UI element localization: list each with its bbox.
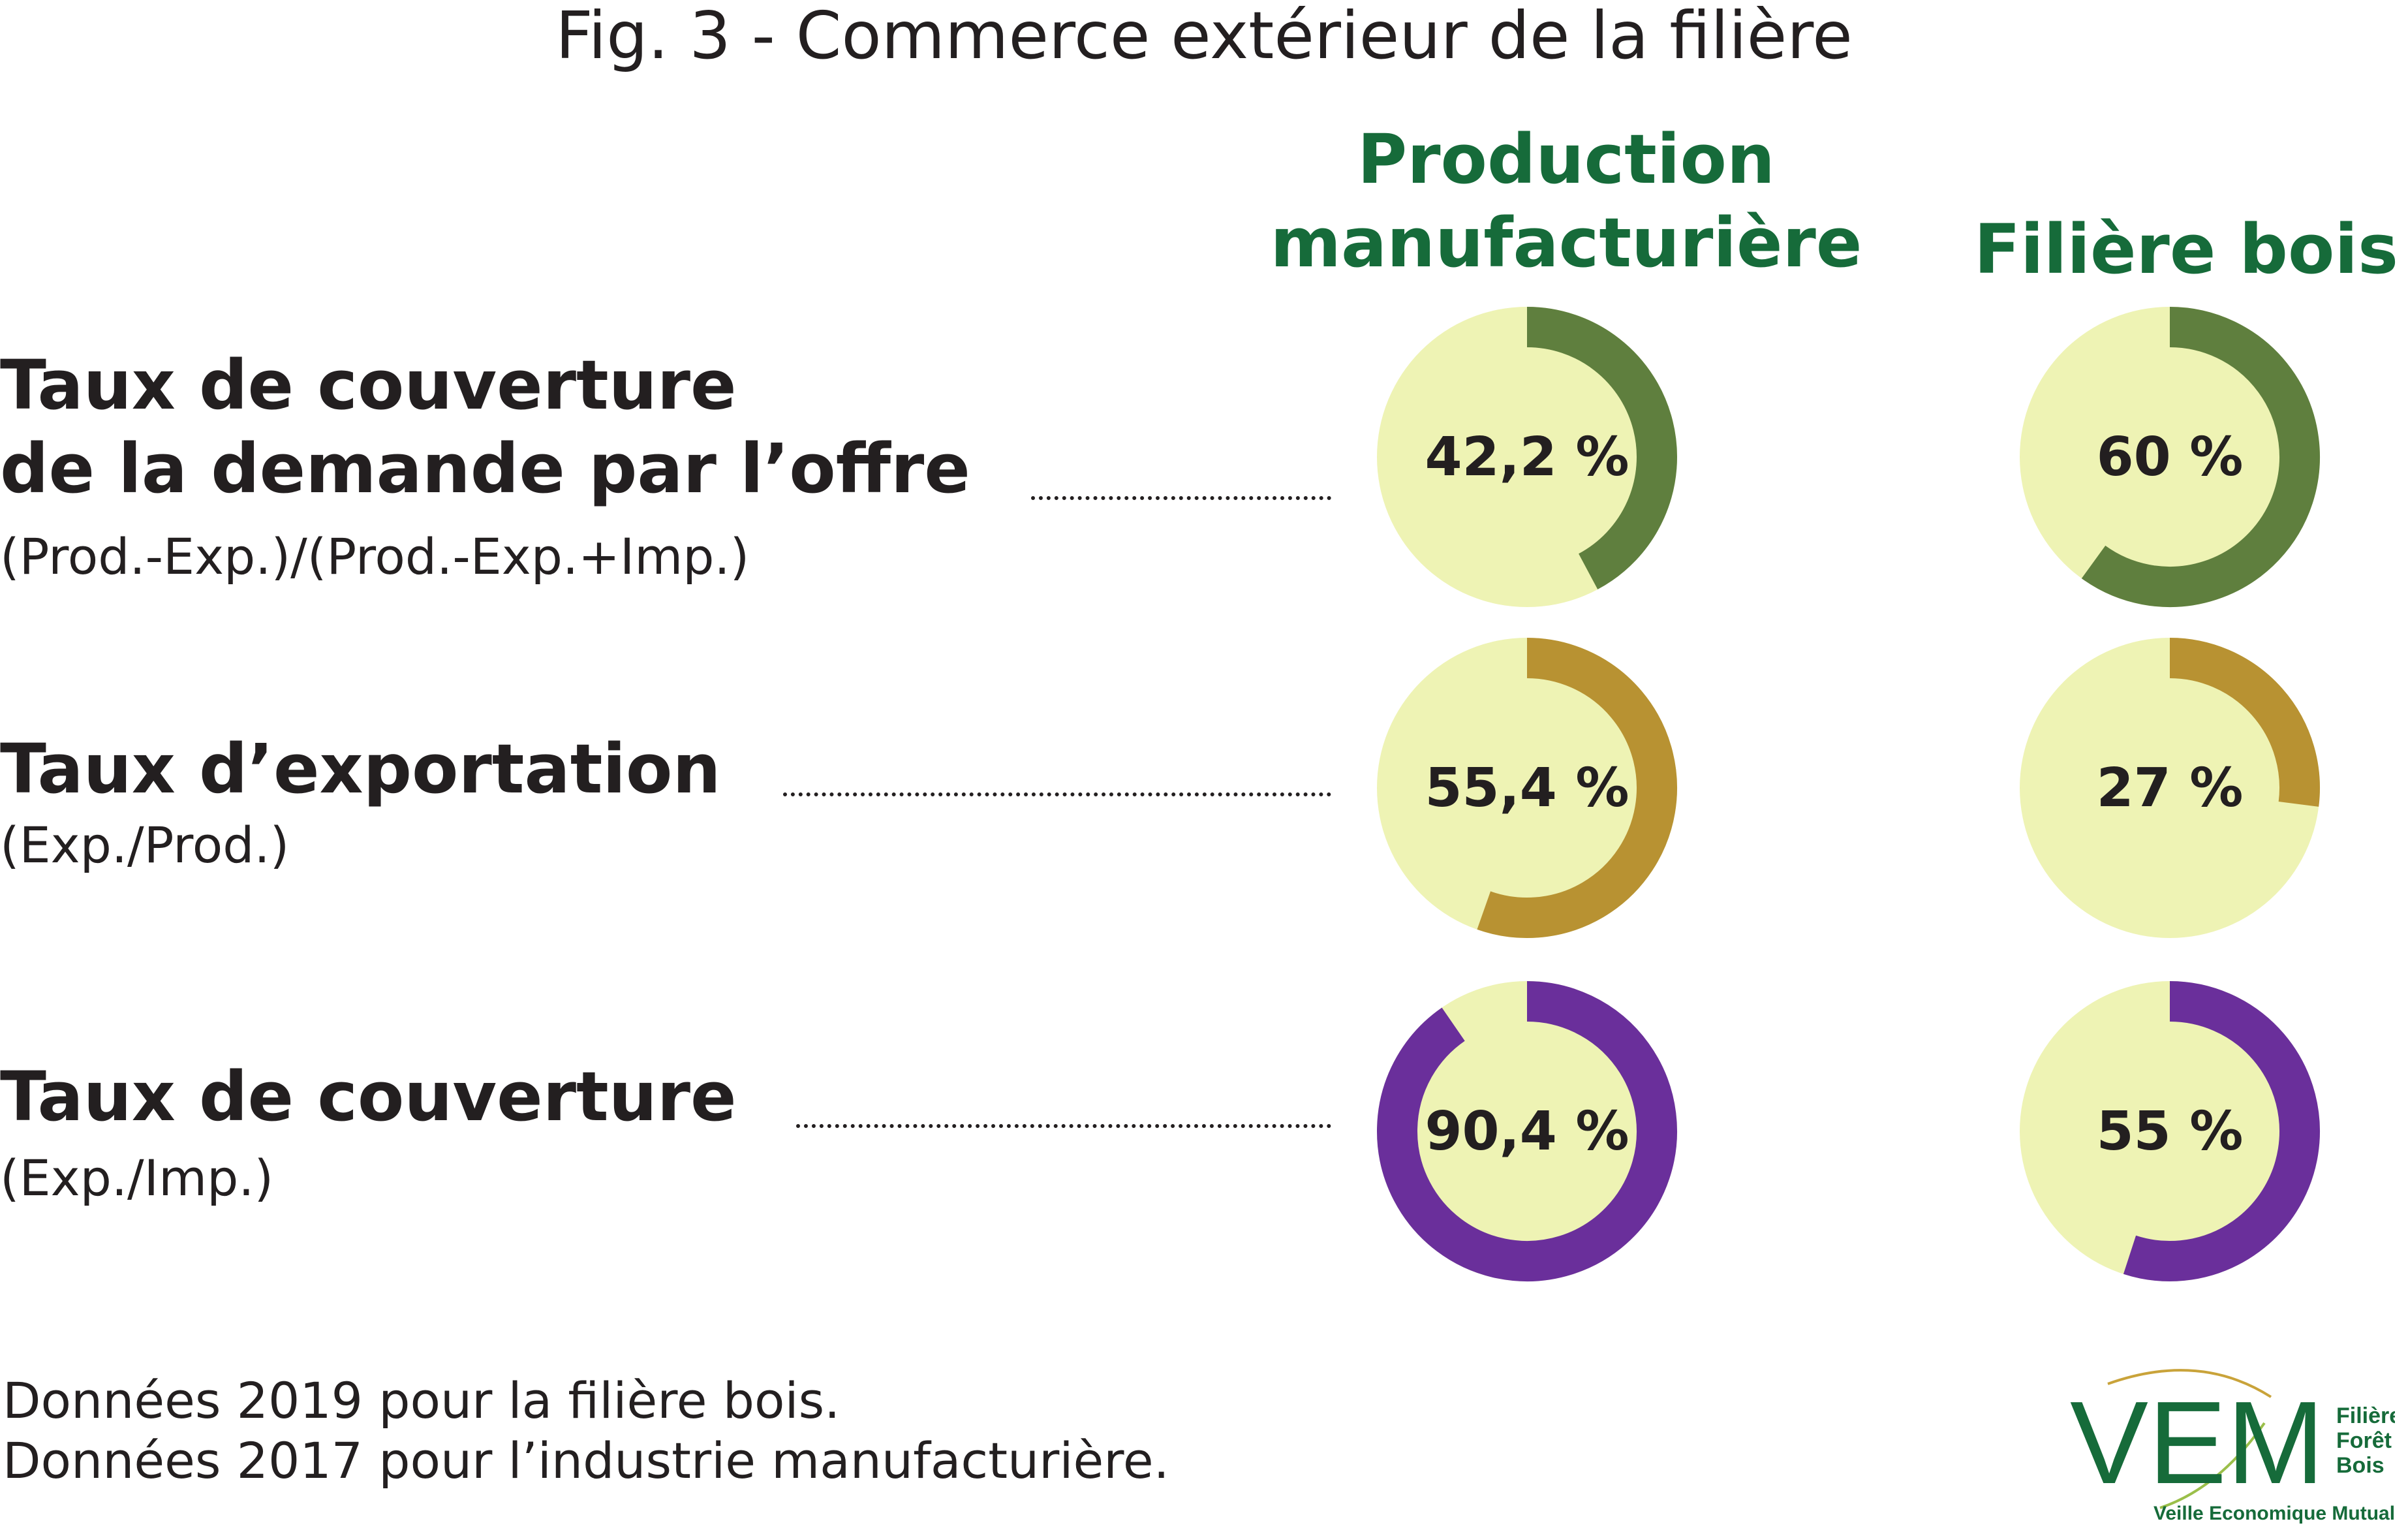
donut-label-c2-r1: 60 % (2097, 426, 2244, 488)
row-label-coverage-demand-line1: Taux de couverture (0, 345, 737, 425)
leader-dots-row2 (783, 792, 1331, 796)
donut-track-c1-r1 (1377, 307, 1677, 607)
logo-swoosh-icon-2 (2159, 1422, 2266, 1509)
footnote-filiere-bois: Données 2019 pour la filière bois. (3, 1371, 841, 1430)
vem-logo: VEM Filière Forêt Bois Veille Economique… (2070, 1369, 2395, 1524)
row-label-coverage: Taux de couverture (0, 1055, 737, 1138)
donut-arc-c1-r2 (1477, 638, 1677, 938)
row-formula-export-rate: (Exp./Prod.) (0, 816, 290, 874)
row-label-coverage-demand: Taux de couverture de la demande par l’o… (0, 343, 970, 510)
logo-side-line3: Bois (2336, 1453, 2385, 1478)
logo-side-line2: Forêt (2336, 1428, 2392, 1453)
footnote-industrie: Données 2017 pour l’industrie manufactur… (3, 1432, 1169, 1490)
row-label-coverage-line1: Taux de couverture (0, 1057, 737, 1136)
row-label-export-rate-line1: Taux d’exportation (0, 729, 721, 809)
column-header-filiere-bois: Filière bois (1971, 208, 2401, 291)
donut-arc-c2-r2 (2169, 638, 2320, 807)
footnotes: Données 2019 pour la filière bois. Donné… (3, 1371, 1169, 1491)
logo-swoosh-icon (2107, 1369, 2272, 1398)
row-formula-coverage: (Exp./Imp.) (0, 1149, 274, 1207)
column-header-production: Production manufacturière (1233, 117, 1899, 285)
donut-track-c2-r1 (2020, 307, 2320, 607)
donut-label-c1-r3: 90,4 % (1425, 1101, 1629, 1163)
leader-dots-row1 (1031, 496, 1331, 500)
column-header-production-line1: Production (1357, 119, 1775, 199)
donut-label-c2-r3: 55 % (2097, 1101, 2244, 1163)
row-label-coverage-demand-line2: de la demande par l’offre (0, 429, 970, 509)
column-header-filiere-bois-line1: Filière bois (1974, 210, 2398, 289)
donut-label-c1-r1: 42,2 % (1425, 426, 1629, 488)
donut-label-c1-r2: 55,4 % (1425, 757, 1629, 819)
donut-arc-c2-r1 (2081, 307, 2320, 607)
figure-title: Fig. 3 - Commerce extérieur de la filièr… (555, 0, 1853, 74)
donut-track-c1-r2 (1377, 638, 1677, 938)
donut-arc-c2-r3 (2123, 981, 2320, 1281)
logo-mark: VEM (2070, 1377, 2324, 1509)
logo-side-line1: Filière (2336, 1403, 2395, 1428)
logo-tagline: Veille Economique Mutualisée (2153, 1503, 2395, 1524)
column-header-production-line2: manufacturière (1270, 203, 1862, 283)
donut-track-c2-r2 (2020, 638, 2320, 938)
leader-dots-row3 (796, 1124, 1331, 1128)
donut-arc-c1-r1 (1526, 307, 1677, 589)
donut-track-c1-r3 (1377, 981, 1677, 1281)
donut-track-c2-r3 (2020, 981, 2320, 1281)
donut-label-c2-r2: 27 % (2097, 757, 2244, 819)
row-label-export-rate: Taux d’exportation (0, 727, 721, 811)
row-formula-coverage-demand: (Prod.-Exp.)/(Prod.-Exp.+Imp.) (0, 527, 750, 586)
donut-arc-c1-r3 (1377, 981, 1677, 1281)
